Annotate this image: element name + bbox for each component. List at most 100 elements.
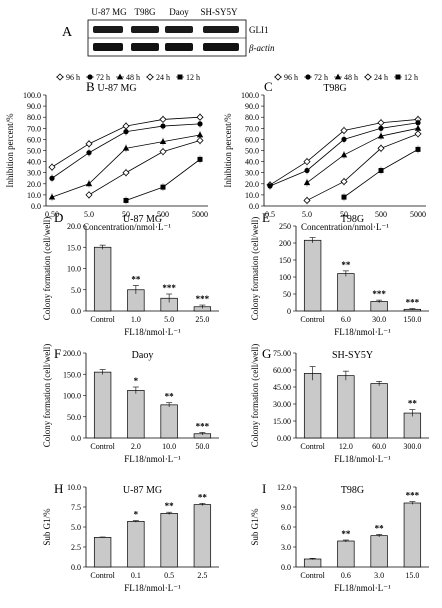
chart-title: T98G [341,485,364,496]
legend-label: 48 h [344,73,358,82]
data-point [197,156,203,162]
y-tick-label: 5.0 [71,523,81,532]
legend-label: 48 h [126,73,140,82]
x-tick-label: 0.5 [265,210,275,219]
y-tick-label: 100.0 [23,91,41,100]
x-tick-label: 12.0 [339,442,353,451]
data-point [414,130,422,138]
x-tick-label: 5000 [192,210,208,219]
panel-a: A U-87 MG T98G Daoy SH-SY5Y GLI1 β-actin [62,7,275,57]
bar [337,540,355,568]
panel-letter: B [86,79,95,94]
data-point [177,74,183,80]
y-tick-label: 150.0 [63,370,81,379]
data-point [86,150,92,156]
x-tick-label: 3.0 [374,571,384,580]
data-point [196,136,204,145]
bar [303,239,322,312]
data-point [48,163,56,171]
y-tick-label: 12.0 [277,483,291,492]
bar [370,301,388,312]
chart-title: T98G [341,214,364,225]
data-point [49,175,55,181]
blot-band [93,43,123,51]
data-point [123,197,129,203]
x-tick-label: 5.0 [84,210,94,219]
y-tick-label: 9.0 [281,503,291,512]
y-tick-label: 250 [279,222,291,231]
x-tick-label: Control [90,315,115,324]
bar [160,404,178,439]
y-tick-label: 7.5 [71,503,81,512]
significance-label: *** [196,421,210,431]
charts-layer: B U-87 MG0.010.020.030.040.050.060.070.08… [5,73,429,593]
data-point [378,125,384,131]
data-point [415,146,421,152]
x-axis-label: FL18/nmol·L⁻¹ [334,327,391,337]
panel-g: G SH-SY5Y 0.00 15.00 30.00 45.00 60.00 75.00 Col… [250,344,429,464]
data-point [159,148,167,156]
y-tick-label: 45.00 [273,383,291,392]
significance-label: ** [341,260,351,270]
y-tick-label: 15.00 [273,417,291,426]
panel-letter: D [54,210,63,225]
data-point [341,136,347,142]
y-tick-label: 20.0 [67,222,81,231]
y-tick-label: 10.0 [67,265,81,274]
data-point [303,158,311,166]
x-tick-label: 0.1 [131,571,141,580]
x-tick-label: Control [90,442,115,451]
blot-band [203,26,239,33]
x-tick-label: 1.0 [131,315,141,324]
y-tick-label: 30.00 [273,400,291,409]
panel-letter: E [262,210,270,225]
y-tick-label: 10.0 [67,483,81,492]
panel-letter: I [262,481,266,496]
y-tick-label: 80.0 [245,113,259,122]
x-tick-label: Control [300,571,325,580]
blot-row-label: β-actin [248,43,275,53]
x-tick-label: 6.0 [341,315,351,324]
panel-h: H U-87 MG 0.0 2.5 5.0 7.5 10.0 Sub G1/% Control *… [42,481,219,593]
y-tick-label: 70.0 [245,124,259,133]
x-tick-label: 300.0 [403,442,421,451]
data-point [56,73,64,81]
x-tick-label: 500 [375,210,387,219]
blot-band [203,43,239,51]
bar [337,375,355,439]
legend-label: 96 h [284,73,298,82]
significance-label: *** [162,283,176,293]
legend-label: 24 h [156,73,170,82]
y-tick-label: 6.0 [281,523,291,532]
chart-title: U-87 MG [97,83,136,94]
series-line [306,127,419,184]
data-point [122,144,130,151]
x-tick-label: 0.5 [164,571,174,580]
y-axis-label: Inhibition percent/% [223,113,233,188]
x-tick-label: 10.0 [162,442,176,451]
y-tick-label: 100 [279,273,291,282]
x-tick-label: 2.0 [131,442,141,451]
panel-f: F Daoy 0.0 50.0 100.0 150.0 200.0 Colony format… [42,344,219,464]
bar [193,504,212,568]
panel-letter: C [264,79,273,94]
bar [127,390,145,439]
data-point [85,140,93,148]
bar [303,558,322,568]
data-point [122,169,130,177]
blot-row-label: GLI1 [249,25,269,35]
legend: 96 h 72 h 48 h 24 h 12 h [274,73,418,82]
y-tick-label: 10.0 [245,191,259,200]
data-point [160,184,166,190]
blot-band [165,43,193,51]
series-line [125,159,201,201]
y-tick-label: 5.0 [71,286,81,295]
legend-label: 72 h [96,73,110,82]
significance-label: *** [372,289,386,299]
blot-lane-label: T98G [135,7,156,17]
y-tick-label: 70.0 [27,124,41,133]
significance-label: * [134,510,139,520]
blot-band [93,26,123,33]
y-tick-label: 60.0 [27,135,41,144]
